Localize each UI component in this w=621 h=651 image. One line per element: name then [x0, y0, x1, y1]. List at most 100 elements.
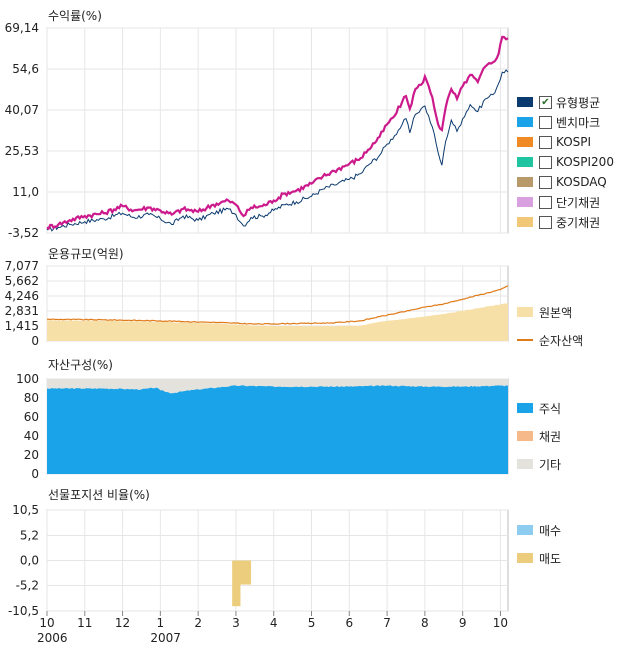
legend-label: 중기채권	[556, 215, 601, 230]
legend-item: 매수	[517, 522, 561, 538]
legend-item: 기타	[517, 456, 561, 472]
futures-chart-title: 선물포지션 비율(%)	[48, 488, 150, 502]
series-line-벤치마크	[46, 69, 509, 232]
y-tick-label: 10,5	[12, 503, 39, 517]
x-tick-label: 10	[493, 616, 508, 630]
y-tick-label: 80	[24, 391, 39, 405]
x-tick-label: 12	[115, 616, 130, 630]
legend-swatch	[517, 307, 533, 317]
legend-label: 기타	[539, 457, 562, 472]
y-tick-label: 7,077	[5, 259, 39, 273]
y-tick-label: 5,2	[20, 528, 39, 542]
legend-item: 순자산액	[517, 332, 583, 348]
legend-label: 순자산액	[539, 333, 584, 348]
y-tick-label: 0,0	[20, 554, 39, 568]
x-tick-label: 6	[345, 616, 353, 630]
y-tick-label: -3,52	[8, 226, 39, 240]
x-tick-label: 1	[157, 616, 165, 630]
legend-swatch	[517, 137, 533, 147]
legend-item: 주식	[517, 400, 561, 416]
legend-label: KOSPI200	[556, 155, 614, 169]
area-주식	[47, 385, 508, 474]
legend-item[interactable]: 벤치마크	[517, 114, 600, 130]
x-tick-label: 10	[39, 616, 54, 630]
legend-item[interactable]: 중기채권	[517, 214, 600, 230]
x-tick-label: 7	[383, 616, 391, 630]
return-chart: 69,14 54,6 40,07 25,53 11,0 -3,52	[5, 21, 509, 240]
y-tick-label: 1,415	[5, 319, 39, 333]
y-tick-label: 11,0	[12, 185, 39, 199]
x-year-label: 2007	[150, 631, 181, 645]
y-tick-label: 20	[24, 448, 39, 462]
x-tick-label: 2	[194, 616, 202, 630]
legend-item: 채권	[517, 428, 561, 444]
legend-label: 채권	[539, 429, 562, 444]
y-tick-label: 40,07	[5, 103, 39, 117]
x-tick-label: 5	[308, 616, 316, 630]
legend-item[interactable]: KOSDAQ	[517, 174, 607, 190]
legend-label: KOSPI	[556, 135, 592, 149]
y-tick-label: 40	[24, 429, 39, 443]
legend-swatch	[517, 177, 533, 187]
line-순자산액	[46, 285, 509, 325]
y-tick-label: 54,6	[12, 62, 39, 76]
futures-chart: 10,5 5,2 0,0 -5,2 -10,5	[8, 503, 509, 618]
legend-swatch	[517, 525, 533, 535]
legend-label: 단기채권	[556, 195, 601, 210]
return-chart-title: 수익률(%)	[48, 9, 102, 23]
legend-swatch	[517, 553, 533, 563]
legend-label: KOSDAQ	[556, 175, 607, 189]
legend-label: 주식	[539, 401, 562, 416]
x-tick-label: 9	[459, 616, 467, 630]
x-year-label: 2006	[37, 631, 68, 645]
y-tick-label: 60	[24, 410, 39, 424]
legend-item[interactable]: ✔ 유형평균	[517, 94, 600, 110]
legend-swatch	[517, 217, 533, 227]
legend-checkbox[interactable]	[539, 135, 552, 149]
asset-chart: 100 80 60 40 20 0	[16, 372, 509, 481]
legend-label: 매도	[539, 551, 562, 566]
legend-label: 벤치마크	[556, 115, 601, 130]
legend-checkbox[interactable]	[539, 195, 552, 209]
legend-swatch	[517, 339, 533, 341]
size-chart-title: 운용규모(억원)	[48, 247, 124, 261]
legend-item[interactable]: 단기채권	[517, 194, 600, 210]
legend-checkbox[interactable]	[539, 175, 552, 189]
legend-swatch	[517, 157, 533, 167]
legend-checkbox[interactable]: ✔	[539, 95, 552, 109]
y-tick-label: 25,53	[5, 144, 39, 158]
legend-swatch	[517, 403, 533, 413]
legend-swatch	[517, 117, 533, 127]
legend-checkbox[interactable]	[539, 155, 552, 169]
y-tick-label: 4,246	[5, 289, 39, 303]
y-tick-label: -10,5	[8, 604, 39, 618]
area-원본액	[47, 302, 508, 341]
bar-매도	[240, 560, 252, 585]
legend-label: 원본액	[539, 305, 573, 320]
legend-swatch	[517, 197, 533, 207]
y-tick-label: 2,831	[5, 304, 39, 318]
series-line-유형평균	[46, 35, 509, 231]
legend-item[interactable]: KOSPI200	[517, 154, 614, 170]
legend-checkbox[interactable]	[539, 215, 552, 229]
x-tick-label: 4	[270, 616, 278, 630]
bar-매도	[232, 560, 241, 607]
plot-frame	[46, 27, 509, 234]
legend-item: 원본액	[517, 304, 572, 320]
y-tick-label: 0	[31, 334, 39, 348]
legend-item[interactable]: KOSPI	[517, 134, 591, 150]
y-tick-label: 69,14	[5, 21, 39, 35]
legend-label: 유형평균	[556, 95, 601, 110]
legend-swatch	[517, 97, 533, 107]
asset-chart-title: 자산구성(%)	[48, 358, 113, 372]
legend-checkbox[interactable]	[539, 115, 552, 129]
x-tick-label: 8	[421, 616, 429, 630]
legend-item: 매도	[517, 550, 561, 566]
legend-swatch	[517, 459, 533, 469]
x-tick-label: 11	[77, 616, 92, 630]
